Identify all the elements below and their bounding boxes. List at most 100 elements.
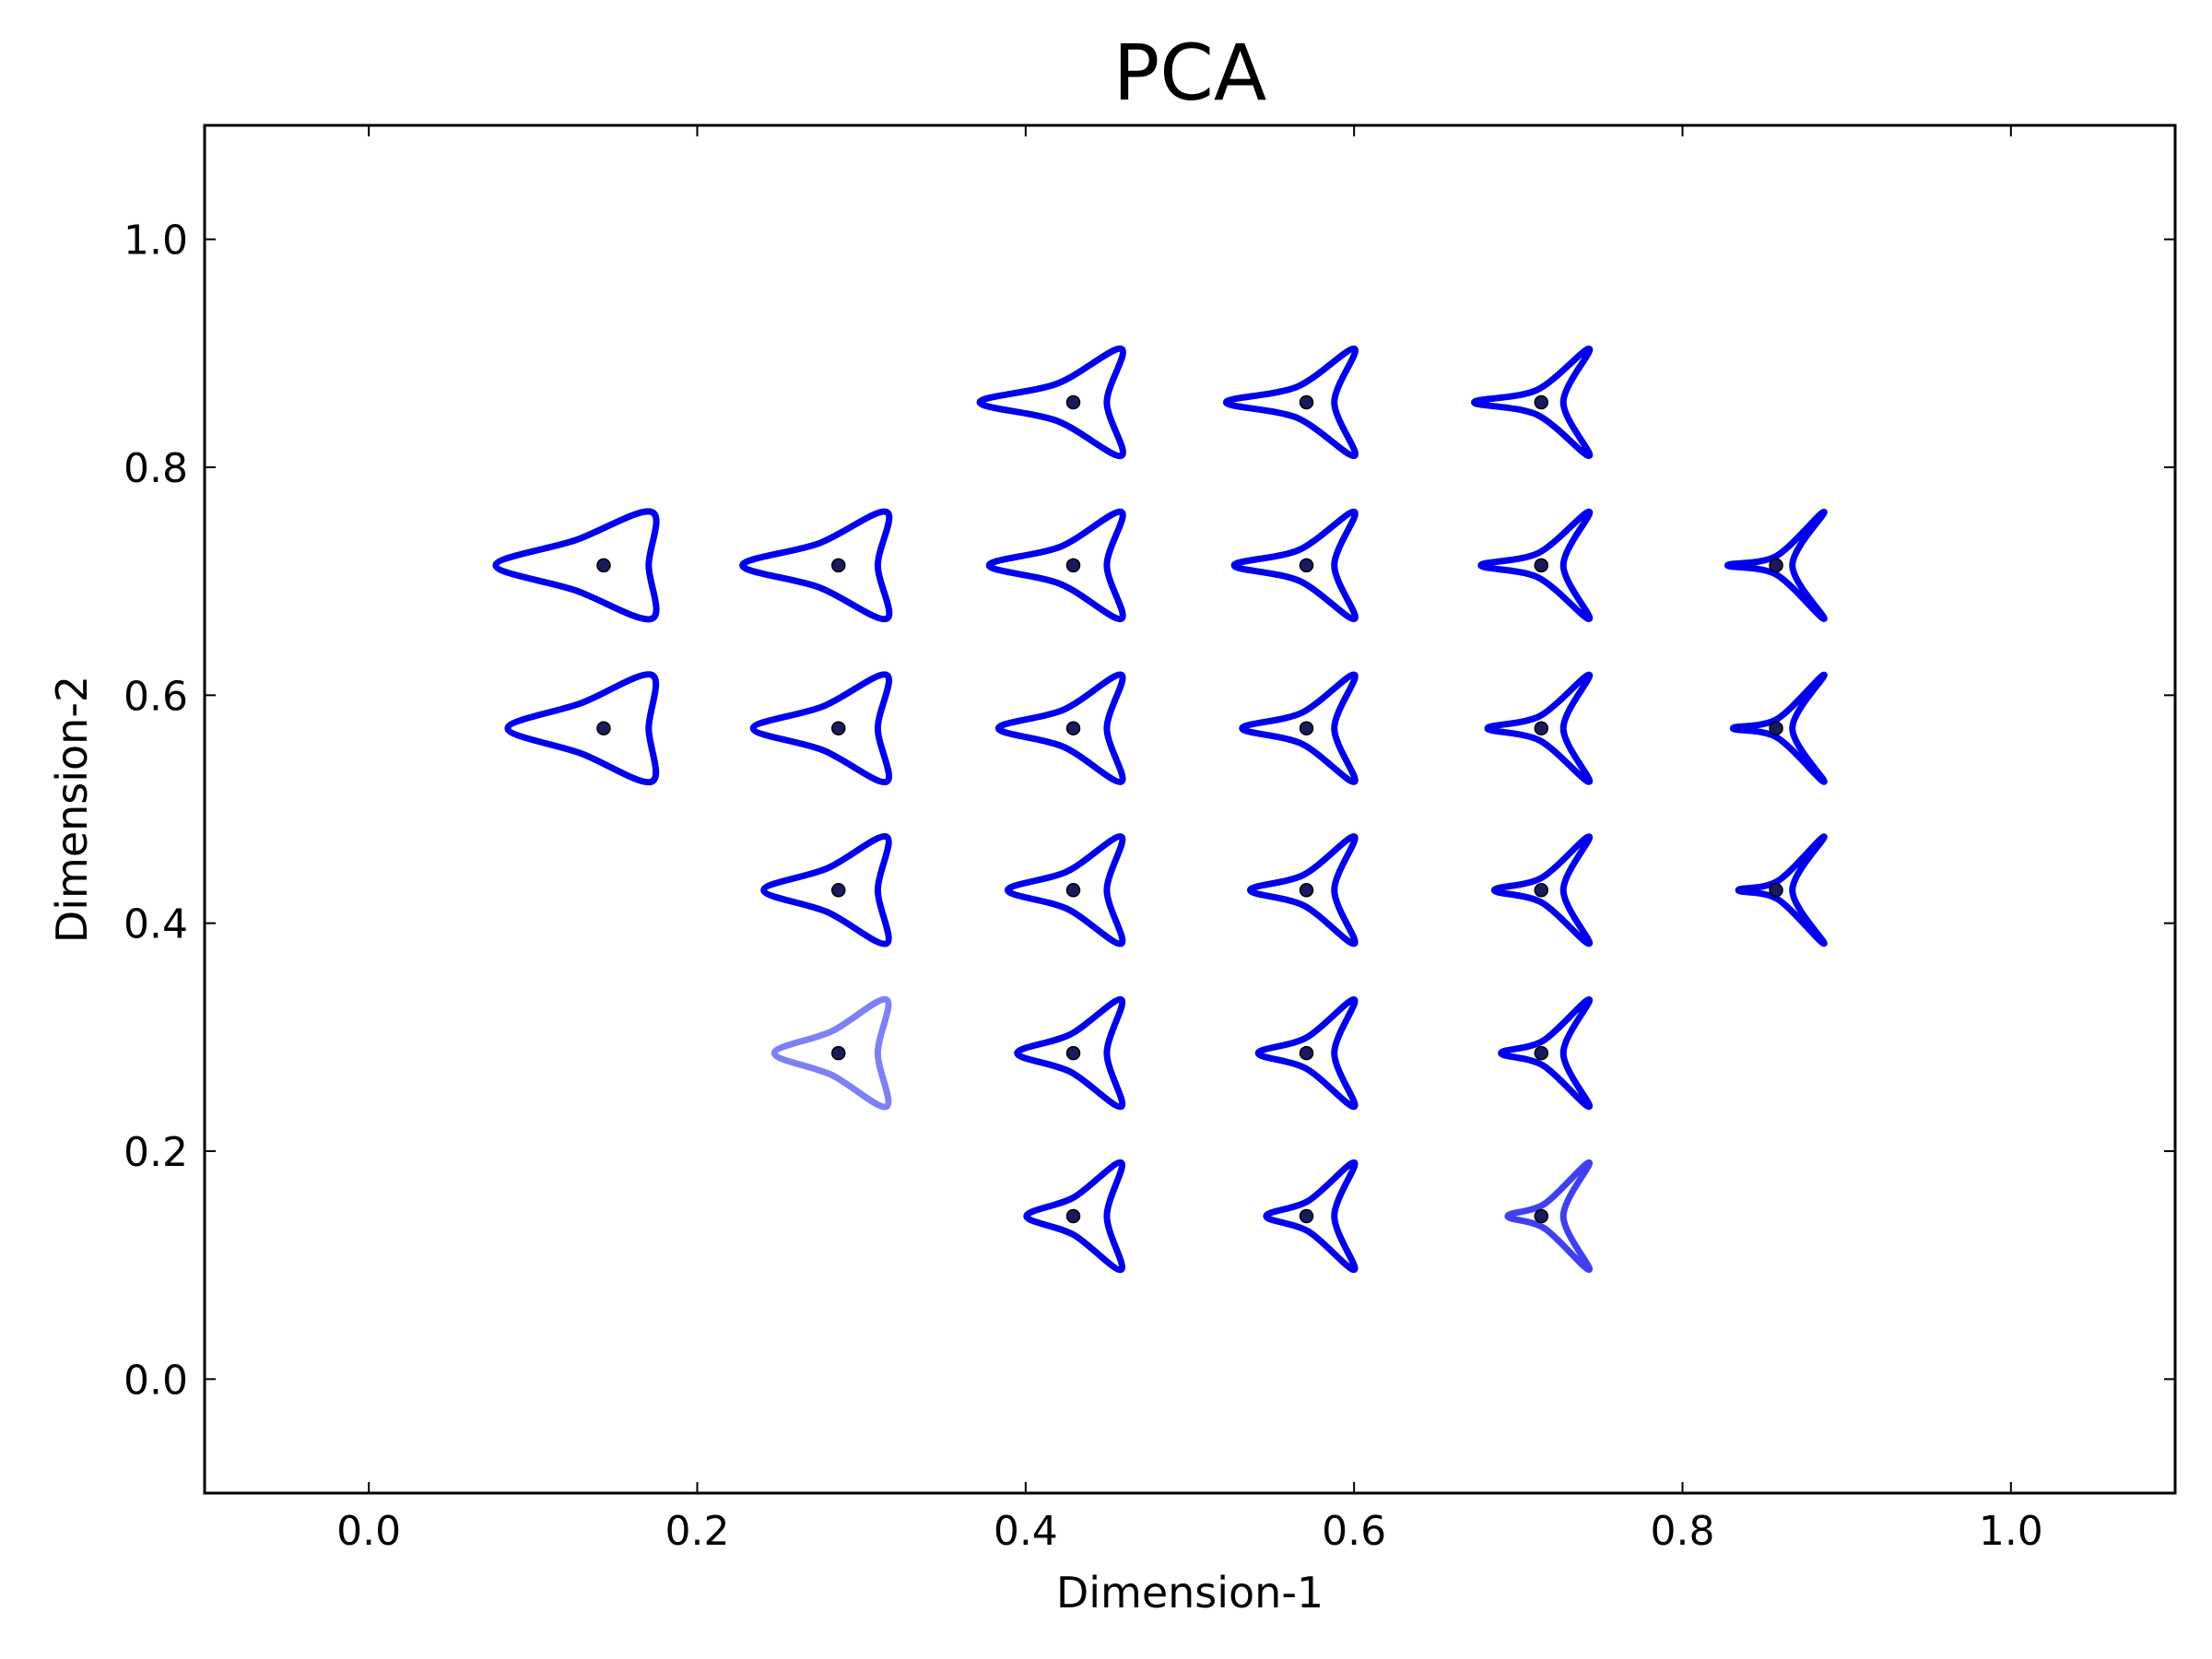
glyph-marker: [994, 671, 1126, 785]
shape-outline: [771, 995, 892, 1111]
shape-outline: [1247, 833, 1359, 947]
x-tick-label: 0.2: [665, 1508, 730, 1555]
shape-outline: [1724, 508, 1828, 622]
glyph-marker: [771, 995, 892, 1111]
glyph-marker: [1729, 671, 1828, 785]
data-point: [1299, 394, 1314, 410]
shape-outline: [976, 345, 1126, 460]
y-tick-label: 0.8: [124, 445, 188, 492]
data-point: [1534, 1208, 1549, 1224]
shape-outline: [1230, 508, 1359, 622]
shape-outline: [760, 833, 892, 947]
data-point: [1769, 721, 1783, 735]
shape-outline: [1498, 996, 1593, 1111]
glyph-marker: [1471, 345, 1594, 460]
shape-outline: [504, 671, 660, 786]
glyph-marker: [1023, 1159, 1126, 1274]
shape-outline: [739, 508, 893, 623]
x-tick-label: 0.6: [1322, 1508, 1386, 1555]
glyph-marker: [1239, 671, 1359, 785]
shape-outline: [1005, 833, 1126, 947]
x-tick-label: 0.0: [336, 1508, 401, 1555]
data-point: [830, 558, 846, 573]
x-tick-label: 0.8: [1651, 1508, 1715, 1555]
data-point: [1299, 883, 1314, 898]
y-axis-label: Dimension-2: [47, 676, 97, 943]
data-point: [1769, 883, 1783, 898]
glyph-marker: [1230, 508, 1359, 622]
shape-outline: [749, 671, 892, 785]
shape-outline: [1504, 1159, 1593, 1274]
shape-outline: [492, 508, 660, 623]
y-tick-label: 0.0: [124, 1357, 188, 1404]
data-point: [1299, 1208, 1314, 1224]
glyph-marker: [760, 833, 892, 947]
plot-frame: [203, 124, 2177, 1495]
y-tick-label: 1.0: [124, 218, 188, 265]
data-point: [1299, 558, 1314, 573]
shape-outline: [1735, 833, 1828, 947]
glyph-marker: [1222, 346, 1359, 459]
data-point: [1065, 394, 1081, 410]
y-tick-label: 0.2: [124, 1129, 188, 1176]
shape-outline: [1014, 996, 1126, 1111]
data-point: [1299, 1045, 1314, 1061]
data-point: [1769, 558, 1783, 573]
glyph-marker: [1254, 996, 1359, 1111]
shape-outline: [1484, 671, 1593, 785]
glyph-marker: [739, 508, 893, 623]
glyph-marker: [1005, 833, 1126, 947]
shape-outline: [1471, 345, 1594, 460]
glyph-marker: [1490, 833, 1593, 947]
glyph-marker: [1014, 996, 1126, 1111]
glyph-marker: [1735, 833, 1828, 947]
shape-outline: [1477, 508, 1594, 622]
y-tick-label: 0.6: [124, 673, 188, 720]
glyph-marker: [1724, 508, 1828, 622]
data-point: [1299, 721, 1314, 735]
data-point: [1534, 1045, 1549, 1061]
data-point: [1534, 721, 1549, 735]
glyph-marker: [1504, 1159, 1593, 1274]
data-point: [830, 721, 846, 735]
shape-outline: [1239, 671, 1359, 785]
shape-outline: [1729, 671, 1828, 785]
shape-outline: [1263, 1159, 1359, 1274]
data-point: [1534, 883, 1549, 898]
glyph-marker: [504, 671, 660, 786]
glyph-marker: [1498, 996, 1593, 1111]
shape-outline: [994, 671, 1126, 785]
data-point: [1534, 394, 1549, 410]
data-point: [596, 721, 611, 735]
shape-outline: [1023, 1159, 1126, 1274]
shape-outline: [1254, 996, 1359, 1111]
data-point: [1065, 721, 1081, 735]
y-tick-label: 0.4: [124, 901, 188, 948]
x-tick-label: 0.4: [994, 1508, 1058, 1555]
glyph-marker: [1484, 671, 1593, 785]
data-point: [596, 558, 611, 573]
data-point: [830, 1045, 846, 1061]
data-point: [1065, 558, 1081, 573]
glyph-marker: [985, 508, 1126, 622]
data-point: [1065, 883, 1081, 898]
data-point: [1534, 558, 1549, 573]
data-point: [1065, 1208, 1081, 1224]
x-axis-label: Dimension-1: [1056, 1568, 1324, 1618]
shape-outline: [1490, 833, 1593, 947]
glyph-marker: [492, 508, 660, 623]
chart-title: PCA: [1113, 28, 1267, 118]
glyph-marker: [749, 671, 892, 785]
shape-outline: [1222, 346, 1359, 459]
x-tick-label: 1.0: [1979, 1508, 2043, 1555]
glyph-marker: [1477, 508, 1594, 622]
glyph-marker: [976, 345, 1126, 460]
data-point: [830, 883, 846, 898]
glyph-marker: [1247, 833, 1359, 947]
axis-ticks: 0.0 0.2 0.4 0.6 0.8 1.0 0.0 0.2 0.4 0.6 0.8 1.0: [124, 125, 2175, 1555]
data-point: [1065, 1045, 1081, 1061]
shape-outline: [985, 508, 1126, 622]
glyph-marker: [1263, 1159, 1359, 1274]
plot-area: [492, 345, 1828, 1274]
